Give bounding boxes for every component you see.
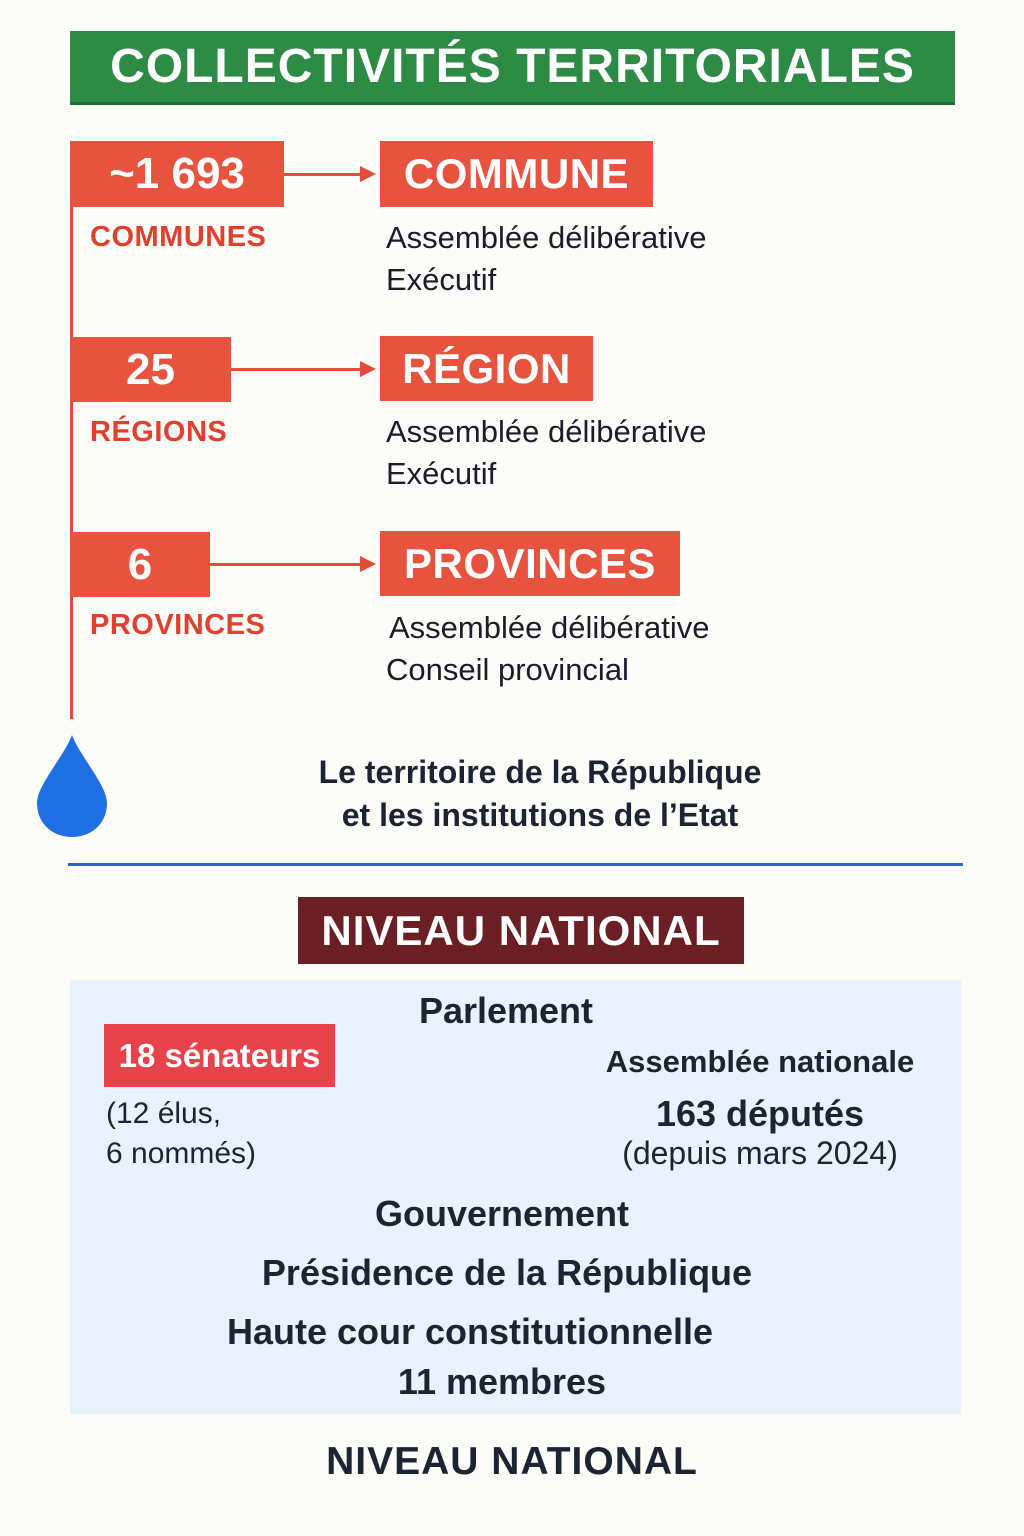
regions-count-label: RÉGIONS bbox=[90, 416, 228, 448]
gouvernement-label: Gouvernement bbox=[374, 1193, 630, 1234]
section-divider bbox=[68, 863, 963, 866]
provinces-count-box: 6 bbox=[70, 532, 210, 597]
communes-count-box: ~1 693 bbox=[70, 141, 284, 207]
commune-line-2: Exécutif bbox=[386, 262, 497, 297]
regions-arrowhead-icon bbox=[360, 361, 376, 377]
senat-badge: 18 sénateurs bbox=[104, 1024, 335, 1087]
presidence-label: Présidence de la République bbox=[261, 1252, 753, 1293]
commune-line-1: Assemblée délibérative bbox=[386, 220, 707, 255]
footer-national-label: NIVEAU NATIONAL bbox=[326, 1440, 698, 1483]
territory-line-1: Le territoire de la République bbox=[318, 754, 762, 790]
page-title: COLLECTIVITÉS TERRITORIALES bbox=[110, 40, 915, 93]
provinces-level-name: PROVINCES bbox=[404, 539, 656, 587]
parlement-heading: Parlement bbox=[418, 990, 594, 1031]
communes-count: ~1 693 bbox=[109, 149, 245, 198]
commune-level-name: COMMUNE bbox=[403, 150, 630, 197]
regions-arrow-line bbox=[231, 368, 364, 371]
hcc-label: Haute cour constitutionnelle bbox=[226, 1311, 714, 1352]
provinces-level-box: PROVINCES bbox=[380, 531, 680, 596]
deputes-since: (depuis mars 2024) bbox=[622, 1135, 898, 1171]
region-level-box: RÉGION bbox=[380, 336, 593, 401]
assemblee-title: Assemblée nationale bbox=[605, 1044, 915, 1079]
provinces-count-label: PROVINCES bbox=[90, 609, 266, 641]
communes-count-label: COMMUNES bbox=[90, 221, 267, 253]
commune-level-box: COMMUNE bbox=[380, 141, 653, 207]
regions-count-box: 25 bbox=[70, 337, 231, 402]
communes-arrow-line bbox=[284, 173, 364, 176]
senat-label: 18 sénateurs bbox=[118, 1036, 321, 1074]
deputes-count: 163 députés bbox=[655, 1093, 865, 1134]
water-drop-icon bbox=[37, 735, 107, 837]
provinces-arrowhead-icon bbox=[360, 556, 376, 572]
provinces-line-1: Assemblée délibérative bbox=[389, 610, 710, 645]
hcc-members: 11 membres bbox=[397, 1361, 607, 1402]
region-level-name: RÉGION bbox=[402, 344, 571, 392]
provinces-arrow-line bbox=[210, 563, 364, 566]
provinces-count: 6 bbox=[127, 539, 153, 589]
region-line-1: Assemblée délibérative bbox=[386, 414, 707, 449]
national-badge-label: NIVEAU NATIONAL bbox=[321, 906, 721, 954]
senat-detail-1: (12 élus, bbox=[106, 1097, 222, 1130]
regions-count: 25 bbox=[126, 344, 175, 394]
senat-detail-2: 6 nommés) bbox=[106, 1137, 257, 1170]
communes-arrowhead-icon bbox=[360, 166, 376, 182]
header-banner: COLLECTIVITÉS TERRITORIALES bbox=[70, 31, 955, 105]
provinces-line-2: Conseil provincial bbox=[386, 652, 629, 687]
territory-line-2: et les institutions de l’Etat bbox=[341, 797, 739, 833]
hierarchy-line bbox=[70, 141, 73, 719]
national-level-badge: NIVEAU NATIONAL bbox=[298, 897, 744, 964]
region-line-2: Exécutif bbox=[386, 456, 497, 491]
